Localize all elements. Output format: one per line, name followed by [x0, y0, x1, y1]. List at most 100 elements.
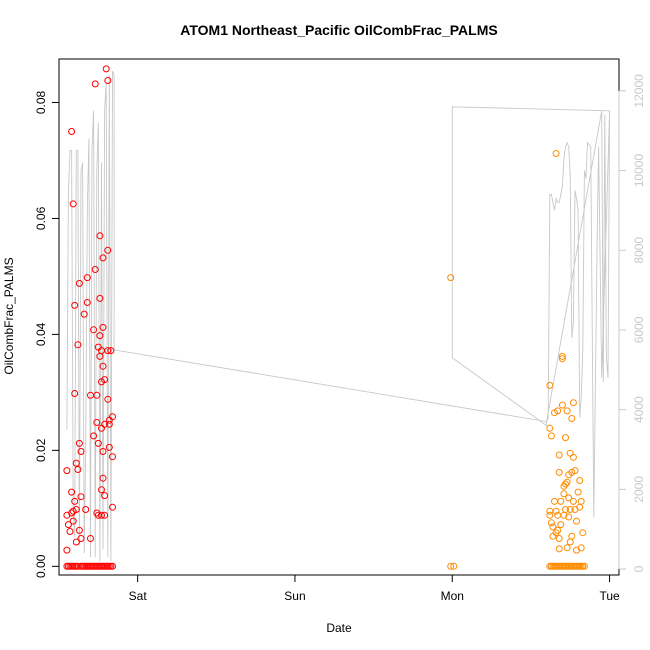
- data-point: [558, 352, 566, 360]
- data-point: [96, 294, 104, 302]
- data-point: [574, 488, 582, 496]
- data-point: [72, 506, 80, 513]
- y-tick-label: 0.06: [34, 206, 48, 230]
- data-point: [77, 448, 85, 455]
- data-point: [72, 538, 80, 546]
- data-point: [98, 511, 105, 519]
- data-point: [102, 65, 110, 73]
- data-point: [96, 232, 104, 240]
- y-tick-label: 0.02: [34, 438, 48, 462]
- data-point: [104, 77, 112, 84]
- y-axis-label: OilCombFrac_PALMS: [2, 257, 16, 374]
- data-point: [80, 310, 88, 318]
- data-point: [109, 413, 116, 421]
- data-point: [571, 467, 579, 475]
- y-tick-label: 0.00: [34, 554, 48, 578]
- data-point: [107, 347, 115, 355]
- data-point: [77, 493, 85, 501]
- data-point: [68, 128, 76, 135]
- x-tick-label: Tue: [599, 589, 620, 603]
- data-point: [105, 443, 113, 451]
- y2-tick-label: 12000: [632, 74, 646, 108]
- data-point: [101, 511, 109, 519]
- data-point: [546, 424, 554, 432]
- data-point: [63, 546, 71, 554]
- data-point: [569, 497, 577, 505]
- data-point: [99, 474, 107, 482]
- data-point: [568, 532, 576, 540]
- data-point: [549, 523, 557, 531]
- chart-title: ATOM1 Northeast_Pacific OilCombFrac_PALM…: [180, 22, 497, 38]
- data-point: [555, 535, 563, 542]
- data-point: [579, 529, 587, 537]
- data-point: [69, 517, 77, 525]
- data-point: [576, 477, 584, 484]
- data-point: [99, 323, 107, 331]
- data-point: [104, 395, 112, 403]
- data-point: [558, 355, 566, 363]
- data-point: [568, 415, 576, 422]
- y2-tick-label: 4000: [632, 396, 646, 423]
- data-point: [75, 526, 83, 534]
- data-point: [68, 509, 76, 517]
- y2-tick-label: 10000: [632, 154, 646, 188]
- data-point: [557, 521, 565, 529]
- data-point: [69, 200, 77, 208]
- data-point: [563, 544, 571, 552]
- data-point: [66, 528, 74, 535]
- y2-tick-label: 0: [632, 565, 646, 572]
- data-point: [555, 451, 563, 459]
- data-point: [554, 407, 562, 415]
- data-point: [563, 407, 571, 415]
- data-point: [93, 391, 101, 399]
- data-point: [104, 347, 112, 355]
- data-point: [63, 467, 71, 475]
- data-point: [565, 513, 573, 521]
- data-point: [71, 497, 79, 505]
- data-point: [94, 439, 102, 447]
- data-point: [554, 526, 562, 534]
- y2-tick-label: 2000: [632, 476, 646, 503]
- data-point: [82, 506, 90, 513]
- data-point: [107, 562, 115, 570]
- data-point: [68, 488, 76, 496]
- data-point: [93, 419, 101, 426]
- x-tick-label: Sun: [284, 589, 305, 603]
- data-point: [569, 399, 577, 407]
- data-point: [562, 434, 569, 442]
- data-point: [558, 401, 566, 409]
- data-point: [99, 448, 107, 455]
- data-point: [547, 519, 555, 527]
- data-point: [98, 486, 105, 494]
- data-point: [74, 466, 82, 473]
- data-point: [75, 439, 83, 447]
- data-point: [83, 299, 91, 306]
- data-point: [101, 376, 109, 384]
- data-point: [109, 503, 116, 511]
- data-point: [447, 562, 455, 570]
- data-point: [90, 432, 98, 440]
- data-point: [569, 453, 577, 461]
- y-tick-label: 0.04: [34, 322, 48, 346]
- data-point: [555, 545, 563, 553]
- data-point: [547, 432, 555, 440]
- data-point: [562, 480, 569, 488]
- data-point: [546, 381, 554, 389]
- x-axis: Sat Sun Mon Tue: [129, 574, 620, 603]
- data-point: [563, 478, 571, 486]
- data-point: [577, 544, 585, 552]
- altitude-line: [66, 70, 611, 562]
- data-point: [71, 390, 79, 397]
- data-point: [101, 420, 109, 428]
- data-point: [555, 468, 563, 476]
- data-point: [90, 326, 98, 334]
- data-point: [74, 341, 82, 349]
- data-point: [566, 506, 574, 513]
- data-point: [560, 490, 568, 498]
- data-point: [101, 492, 109, 500]
- data-point: [83, 274, 91, 282]
- data-point: [447, 274, 455, 282]
- data-point: [104, 246, 112, 254]
